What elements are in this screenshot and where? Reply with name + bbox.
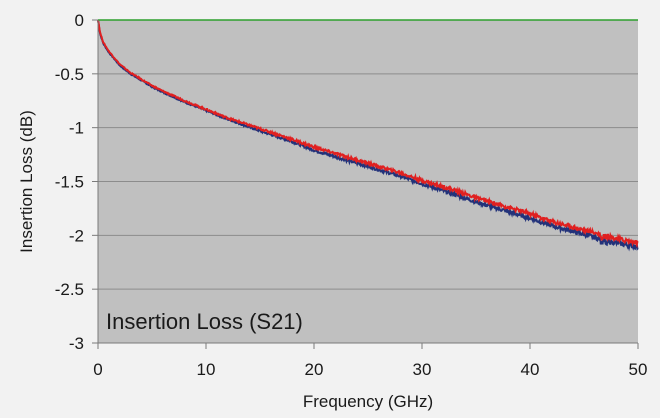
series-layer [97,19,639,252]
series-line-1 [97,20,639,249]
series-line-0 [97,19,639,252]
y-axis-title: Insertion Loss (dB) [17,110,36,253]
y-tick-label-0: 0 [75,11,84,30]
x-tick-label-1: 10 [197,360,216,379]
y-tick-label-2: -1 [69,119,84,138]
x-tick-label-2: 20 [305,360,324,379]
x-tick-label-3: 30 [413,360,432,379]
axes [92,19,639,349]
y-tick-label-4: -2 [69,226,84,245]
chart-annotation: Insertion Loss (S21) [106,309,303,334]
y-tick-label-6: -3 [69,334,84,353]
x-axis-title: Frequency (GHz) [303,392,433,411]
x-tick-label-5: 50 [629,360,648,379]
x-tick-label-0: 0 [93,360,102,379]
y-tick-label-5: -2.5 [55,280,84,299]
y-tick-labels: 0 -0.5 -1 -1.5 -2 -2.5 -3 [55,11,84,353]
x-tick-labels: 0 10 20 30 40 50 [93,360,647,379]
y-tick-label-3: -1.5 [55,173,84,192]
y-tick-label-1: -0.5 [55,65,84,84]
x-tick-label-4: 40 [521,360,540,379]
